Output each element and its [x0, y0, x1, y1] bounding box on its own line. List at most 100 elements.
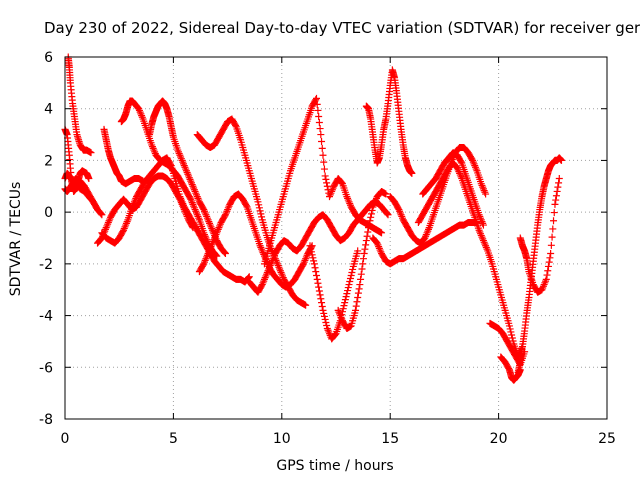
data-point [477, 216, 485, 224]
data-point [363, 232, 371, 240]
data-point [192, 207, 200, 215]
data-point [177, 155, 185, 163]
y-axis-label: SDTVAR / TECUs [8, 182, 24, 297]
data-point [99, 232, 107, 240]
data-point [542, 277, 550, 285]
data-point [554, 183, 562, 191]
series-track-8 [117, 97, 221, 260]
data-point [258, 282, 266, 290]
data-point [119, 228, 127, 236]
data-point [341, 296, 349, 304]
data-point [221, 249, 229, 257]
data-point [505, 322, 513, 330]
data-point [322, 175, 330, 183]
data-point [105, 217, 113, 225]
data-point [325, 328, 333, 336]
data-point [472, 165, 480, 173]
data-point [200, 231, 208, 239]
data-point [203, 236, 211, 244]
data-point [334, 306, 342, 314]
data-point [311, 264, 319, 272]
data-point [269, 255, 277, 263]
data-point [477, 231, 485, 239]
axis-ticks: 0 5 10 15 20 25 -8 -6 -4 -2 0 2 4 6 [39, 50, 616, 447]
data-point [550, 217, 558, 225]
data-point [477, 180, 485, 188]
data-point [362, 241, 370, 249]
data-point [541, 279, 549, 287]
data-point [423, 229, 431, 237]
data-point [365, 220, 373, 228]
data-point [475, 211, 483, 219]
data-point [211, 250, 219, 258]
data-point [394, 204, 402, 212]
data-point [220, 248, 228, 256]
data-point [245, 274, 253, 282]
data-point [122, 221, 130, 229]
data-point [307, 248, 315, 256]
data-point [319, 151, 327, 159]
data-point [278, 270, 286, 278]
data-point [481, 188, 489, 196]
data-point [256, 207, 264, 215]
data-point [310, 257, 318, 265]
data-point [538, 286, 546, 294]
data-point [422, 231, 430, 239]
data-point [476, 212, 484, 220]
data-point [257, 243, 265, 251]
data-point [354, 289, 362, 297]
data-point [96, 209, 104, 217]
data-point [546, 254, 554, 262]
data-point [262, 272, 270, 280]
data-point [352, 302, 360, 310]
data-point [203, 212, 211, 220]
data-point [327, 189, 335, 197]
data-point [121, 223, 129, 231]
data-point [263, 268, 271, 276]
data-point [123, 218, 131, 226]
data-point [97, 210, 105, 218]
data-point [174, 146, 182, 154]
data-point [203, 251, 211, 259]
x-tick-label: 5 [169, 431, 178, 447]
data-point [244, 275, 252, 283]
data-point [191, 187, 199, 195]
data-point [178, 156, 186, 164]
data-point [135, 105, 143, 113]
data-point [425, 225, 433, 233]
y-tick-label: -6 [39, 360, 53, 376]
data-point [367, 210, 375, 218]
data-point [264, 267, 272, 275]
y-tick-label: 2 [44, 153, 53, 169]
data-point [120, 226, 128, 234]
data-point [211, 232, 219, 240]
series-track-18 [386, 144, 490, 247]
x-tick-label: 25 [598, 431, 616, 447]
data-point [358, 265, 366, 273]
data-point [148, 141, 156, 149]
data-point [101, 227, 109, 235]
data-point [101, 225, 109, 233]
data-point [323, 325, 331, 332]
x-axis-label: GPS time / hours [276, 458, 393, 474]
data-point [370, 201, 378, 209]
data-point [138, 112, 146, 120]
data-point [302, 255, 310, 263]
data-point [181, 207, 189, 215]
data-point [180, 160, 188, 168]
data-point [478, 233, 486, 241]
data-point [195, 196, 203, 204]
data-point [356, 281, 364, 289]
data-point [315, 119, 323, 127]
data-point [299, 261, 307, 269]
data-point [194, 212, 202, 220]
data-point [267, 260, 275, 268]
data-point [315, 283, 323, 291]
data-point [338, 315, 346, 323]
data-point [200, 206, 208, 214]
y-tick-label: 6 [44, 50, 53, 66]
series-track-3 [64, 53, 95, 157]
data-point [258, 213, 266, 221]
data-point [469, 158, 477, 166]
data-point [182, 167, 190, 175]
